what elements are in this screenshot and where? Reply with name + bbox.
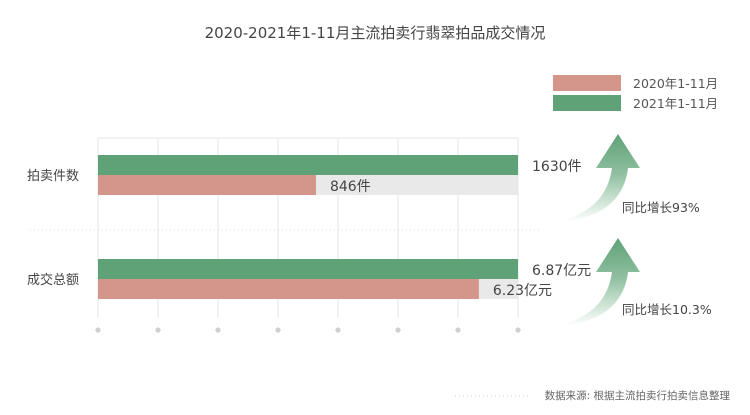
bar-2020 bbox=[98, 175, 316, 195]
growth-annotation-count: 同比增长93% bbox=[622, 200, 700, 215]
data-label: 1630件 bbox=[532, 159, 582, 175]
legend: 2020年1-11月 2021年1-11月 bbox=[553, 75, 718, 111]
chart-title: 2020-2021年1-11月主流拍卖行翡翠拍品成交情况 bbox=[205, 24, 546, 42]
axis-dot bbox=[95, 327, 101, 333]
legend-swatch-2021 bbox=[553, 95, 621, 111]
data-label: 846件 bbox=[330, 179, 371, 195]
bar-2020 bbox=[98, 279, 479, 299]
legend-label-2020: 2020年1-11月 bbox=[633, 76, 718, 91]
axis-dot bbox=[395, 327, 401, 333]
axis-dot bbox=[155, 327, 161, 333]
source-note: 数据来源: 根据主流拍卖行拍卖信息整理 bbox=[545, 389, 731, 402]
category-label: 拍卖件数 bbox=[27, 169, 79, 184]
axis-dot bbox=[275, 327, 281, 333]
axis-dot bbox=[215, 327, 221, 333]
bar-2021 bbox=[98, 259, 518, 279]
category-label: 成交总额 bbox=[27, 272, 79, 288]
growth-annotation-amount: 同比增长10.3% bbox=[622, 302, 712, 317]
axis-dot bbox=[515, 327, 521, 333]
axis-dot bbox=[455, 327, 461, 333]
growth-arrow-icon bbox=[560, 238, 640, 326]
bar-2021 bbox=[98, 155, 518, 175]
legend-label-2021: 2021年1-11月 bbox=[633, 96, 718, 111]
data-label: 6.23亿元 bbox=[493, 283, 552, 299]
axis-dot bbox=[335, 327, 341, 333]
data-label: 6.87亿元 bbox=[532, 263, 591, 279]
growth-arrow-icon bbox=[560, 134, 640, 222]
legend-swatch-2020 bbox=[553, 75, 621, 91]
bars bbox=[98, 155, 518, 299]
